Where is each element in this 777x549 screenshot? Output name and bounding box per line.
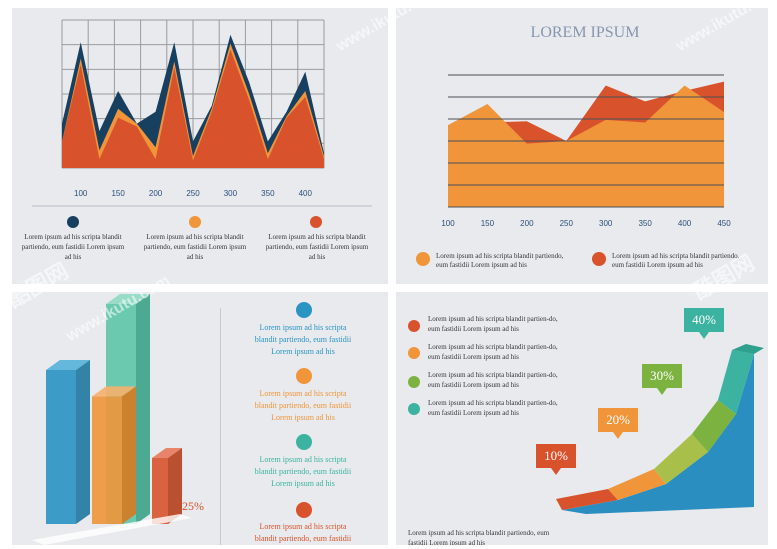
- item-dot-orange: [296, 368, 312, 384]
- legend-text-2: Lorem ipsum ad his scripta blandit parti…: [612, 252, 740, 269]
- x-tick-label: 350: [261, 189, 275, 198]
- legend-dot-red: [592, 252, 606, 266]
- x-tick-label: 250: [186, 189, 200, 198]
- bar-red-side: [168, 448, 182, 524]
- growth-side-face: [562, 354, 754, 514]
- bar-chart-3d: 25%: [32, 294, 204, 545]
- x-tick-label: 150: [111, 189, 125, 198]
- legend-text-2: Lorem ipsum ad his scripta blandit parti…: [428, 343, 558, 361]
- x-tick-label: 100: [74, 189, 88, 198]
- legend-dot-dark: [67, 216, 79, 228]
- flag-10-percent: 10%: [536, 444, 576, 475]
- bar-blue-top: [46, 360, 90, 370]
- item-dot-teal: [296, 434, 312, 450]
- bar-red-top: [152, 448, 182, 458]
- bar-orange-side: [122, 386, 136, 524]
- legend-dot-teal: [408, 403, 420, 415]
- item-dot-blue: [296, 302, 312, 318]
- text-item-2: Lorem ipsum ad his scripta blandit parti…: [254, 389, 352, 422]
- panel-3d-bar-chart: 25% Lorem ipsum ad his scripta blandit p…: [12, 292, 388, 545]
- legend-text-1: Lorem ipsum ad his scripta blandit parti…: [428, 315, 558, 333]
- growth-segment-4: [692, 400, 736, 452]
- x-tick-label: 150: [481, 219, 495, 228]
- bar-blue-front: [46, 370, 76, 524]
- x-tick-label: 200: [149, 189, 163, 198]
- floor-plane: [32, 514, 192, 545]
- bar-orange-front: [92, 396, 122, 524]
- item-dot-red: [296, 502, 312, 518]
- legend-text-1: Lorem ipsum ad his scripta blandit parti…: [21, 233, 125, 261]
- divider: [220, 308, 221, 545]
- legend-dot-red: [310, 216, 322, 228]
- legend-text-1: Lorem ipsum ad his scripta blandit parti…: [436, 252, 564, 269]
- x-tick-label: 400: [678, 219, 692, 228]
- bar-green-side: [136, 294, 150, 524]
- legend-text-3: Lorem ipsum ad his scripta blandit parti…: [428, 371, 558, 389]
- text-item-3: Lorem ipsum ad his scripta blandit parti…: [254, 455, 352, 488]
- legend-dot-orange: [408, 347, 420, 359]
- bar-green-top: [106, 294, 150, 304]
- bar-red-front: [152, 458, 168, 524]
- footer-text: Lorem ipsum ad his scripta blandit parti…: [408, 529, 550, 545]
- chart-title: LOREM IPSUM: [531, 24, 640, 41]
- growth-segment-5: [718, 350, 754, 414]
- area-chart-1: 100 150 200 250 300 350 400: [32, 19, 372, 207]
- legend-dot-green: [408, 376, 420, 388]
- legend-dot-orange: [189, 216, 201, 228]
- growth-top-cap: [732, 344, 764, 354]
- flag-30-percent: 30%: [642, 364, 682, 395]
- panel-growth-chart: Lorem ipsum ad his scripta blandit parti…: [396, 292, 768, 545]
- x-tick-label: 300: [224, 189, 238, 198]
- bar-blue-side: [76, 360, 90, 524]
- bar-orange-top: [92, 386, 136, 397]
- growth-segment-2: [608, 469, 666, 500]
- panel-area-chart-2: LOREM IPSUM 100 150 200 250 300 350 400 450 Lor…: [396, 8, 768, 284]
- text-item-4: Lorem ipsum ad his scripta blandit parti…: [254, 522, 352, 543]
- x-tick-label: 450: [717, 219, 731, 228]
- area-series-orange: [448, 85, 724, 207]
- x-tick-label: 350: [638, 219, 652, 228]
- legend-text-3: Lorem ipsum ad his scripta blandit parti…: [265, 233, 369, 261]
- flag-20-percent: 20%: [598, 408, 638, 439]
- growth-segment-3: [654, 434, 708, 484]
- legend-dot-red: [408, 320, 420, 332]
- area-chart-2: LOREM IPSUM 100 150 200 250 300 350 400 450: [441, 24, 731, 228]
- x-tick-label: 300: [599, 219, 613, 228]
- legend-text-4: Lorem ipsum ad his scripta blandit parti…: [428, 399, 558, 417]
- growth-segment-1: [556, 489, 618, 510]
- x-tick-label: 400: [299, 189, 313, 198]
- legend-dot-orange: [416, 252, 430, 266]
- flag-40-percent: 40%: [684, 308, 724, 339]
- panel-area-chart-1: 100 150 200 250 300 350 400 Lorem ipsum ad his…: [12, 8, 388, 284]
- legend-text-2: Lorem ipsum ad his scripta blandit parti…: [143, 233, 247, 261]
- x-tick-label: 100: [441, 219, 455, 228]
- growth-curve-chart: [556, 344, 764, 514]
- text-item-1: Lorem ipsum ad his scripta blandit parti…: [254, 323, 352, 356]
- x-tick-label: 250: [560, 219, 574, 228]
- x-tick-label: 200: [520, 219, 534, 228]
- area-series-red: [62, 49, 324, 168]
- percent-label: 25%: [182, 499, 204, 513]
